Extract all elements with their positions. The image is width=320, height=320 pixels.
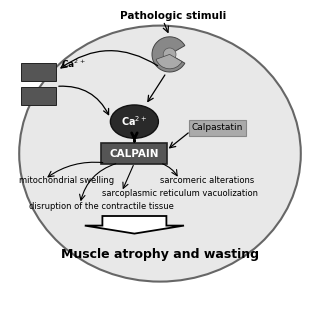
FancyBboxPatch shape — [21, 63, 56, 81]
Circle shape — [163, 48, 176, 61]
FancyBboxPatch shape — [101, 143, 167, 164]
Ellipse shape — [110, 105, 158, 138]
Polygon shape — [85, 216, 184, 234]
Text: disruption of the contractile tissue: disruption of the contractile tissue — [29, 202, 174, 211]
Wedge shape — [156, 54, 182, 69]
FancyBboxPatch shape — [189, 120, 246, 136]
Text: CALPAIN: CALPAIN — [110, 148, 159, 159]
Text: mitochondrial swelling: mitochondrial swelling — [19, 176, 114, 185]
Text: Pathologic stimuli: Pathologic stimuli — [120, 11, 226, 21]
Text: Ca$^{2+}$: Ca$^{2+}$ — [61, 57, 85, 69]
Text: sarcoplasmic reticulum vacuolization: sarcoplasmic reticulum vacuolization — [102, 189, 259, 198]
Text: sarcomeric alterations: sarcomeric alterations — [160, 176, 254, 185]
Ellipse shape — [19, 26, 301, 282]
FancyBboxPatch shape — [21, 87, 56, 105]
Wedge shape — [152, 37, 185, 72]
Text: Ca$^{2+}$: Ca$^{2+}$ — [121, 115, 148, 129]
Text: Calpastatin: Calpastatin — [192, 124, 243, 132]
Text: Muscle atrophy and wasting: Muscle atrophy and wasting — [61, 248, 259, 261]
